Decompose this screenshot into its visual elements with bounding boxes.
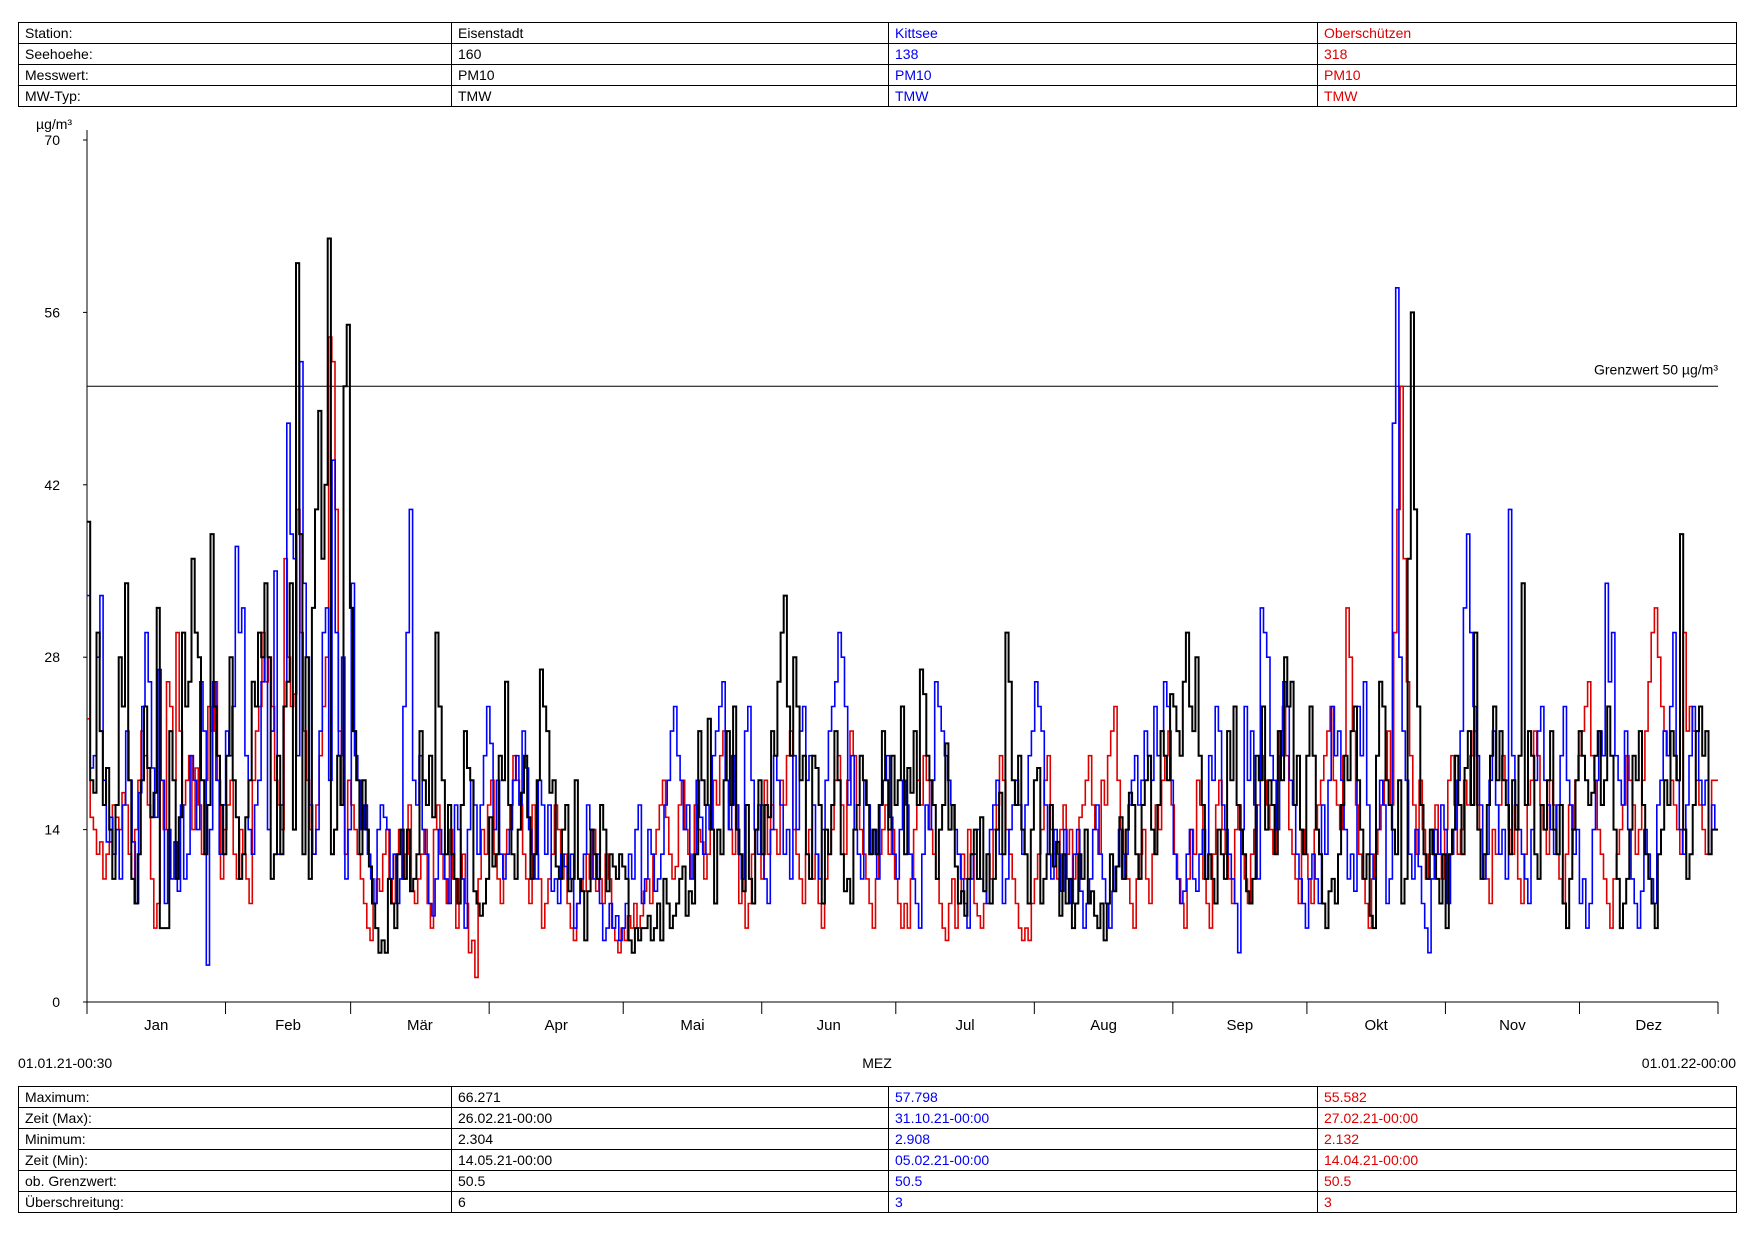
stats-value-1: 50.5: [451, 1170, 889, 1192]
stats-row-label: Zeit (Max):: [18, 1107, 452, 1129]
stats-row: Zeit (Min): 14.05.21-00:00 05.02.21-00:00 1…: [18, 1149, 1737, 1171]
x-tick-label: Apr: [545, 1017, 568, 1034]
station-info-table: Station: Eisenstadt Kittsee Oberschützen See…: [18, 22, 1737, 107]
station-info-row-label: MW-Typ:: [18, 85, 452, 107]
stats-value-3: 14.04.21-00:00: [1317, 1149, 1737, 1171]
x-tick-label: Okt: [1364, 1017, 1388, 1034]
station-info-row: MW-Typ: TMW TMW TMW: [18, 85, 1737, 107]
stats-value-2: 2.908: [888, 1128, 1318, 1150]
x-tick-label: Dez: [1635, 1017, 1662, 1034]
stats-row: ob. Grenzwert: 50.5 50.5 50.5: [18, 1170, 1737, 1192]
stats-value-1: 2.304: [451, 1128, 889, 1150]
stats-row-label: Minimum:: [18, 1128, 452, 1150]
station-info-row: Messwert: PM10 PM10 PM10: [18, 64, 1737, 86]
limit-line-label: Grenzwert 50 µg/m³: [1594, 361, 1718, 377]
y-tick-label: 70: [44, 132, 60, 148]
stats-row-label: ob. Grenzwert:: [18, 1170, 452, 1192]
x-tick-label: Feb: [275, 1017, 301, 1034]
x-tick-label: Jan: [144, 1017, 168, 1034]
stats-row-label: Zeit (Min):: [18, 1149, 452, 1171]
stats-value-2: 57.798: [888, 1086, 1318, 1108]
stats-value-3: 55.582: [1317, 1086, 1737, 1108]
stats-value-2: 31.10.21-00:00: [888, 1107, 1318, 1129]
stats-value-2: 05.02.21-00:00: [888, 1149, 1318, 1171]
x-tick-label: Mai: [680, 1017, 704, 1034]
stats-value-3: 27.02.21-00:00: [1317, 1107, 1737, 1129]
station-info-row-label: Seehoehe:: [18, 43, 452, 65]
stats-value-3: 50.5: [1317, 1170, 1737, 1192]
x-tick-label: Mär: [407, 1017, 433, 1034]
statistics-table: Maximum: 66.271 57.798 55.582 Zeit (Max): 26.…: [18, 1086, 1737, 1213]
x-tick-label: Sep: [1227, 1017, 1254, 1034]
stats-value-1: 66.271: [451, 1086, 889, 1108]
stats-value-2: 50.5: [888, 1170, 1318, 1192]
start-time-label: 01.01.21-00:30: [18, 1055, 113, 1071]
series-line-eisenstadt: [87, 237, 1718, 954]
x-tick-label: Aug: [1090, 1017, 1117, 1034]
stats-value-1: 14.05.21-00:00: [451, 1149, 889, 1171]
y-tick-label: 14: [44, 822, 60, 838]
stats-row: Minimum: 2.304 2.908 2.132: [18, 1128, 1737, 1150]
stats-value-3: 3: [1317, 1191, 1737, 1213]
timezone-label: MEZ: [862, 1055, 892, 1071]
stats-row: Zeit (Max): 26.02.21-00:00 31.10.21-00:00 2…: [18, 1107, 1737, 1129]
stats-value-1: 26.02.21-00:00: [451, 1107, 889, 1129]
x-tick-label: Jul: [955, 1017, 974, 1034]
y-tick-label: 28: [44, 649, 60, 665]
stats-row: Überschreitung: 6 3 3: [18, 1191, 1737, 1213]
stats-value-2: 3: [888, 1191, 1318, 1213]
y-tick-label: 42: [44, 477, 60, 493]
station-info-value-2: TMW: [888, 85, 1318, 107]
stats-row-label: Überschreitung:: [18, 1191, 452, 1213]
y-tick-label: 56: [44, 304, 60, 320]
stats-value-1: 6: [451, 1191, 889, 1213]
end-time-label: 01.01.22-00:00: [1641, 1055, 1736, 1071]
stats-row-label: Maximum:: [18, 1086, 452, 1108]
station-info-value-1: TMW: [451, 85, 889, 107]
stats-value-3: 2.132: [1317, 1128, 1737, 1150]
x-tick-label: Nov: [1499, 1017, 1526, 1034]
station-info-value-3: TMW: [1317, 85, 1737, 107]
x-tick-label: Jun: [817, 1017, 841, 1034]
y-tick-label: 0: [52, 994, 60, 1010]
stats-row: Maximum: 66.271 57.798 55.582: [18, 1086, 1737, 1108]
y-axis-unit-label: µg/m³: [36, 116, 72, 132]
